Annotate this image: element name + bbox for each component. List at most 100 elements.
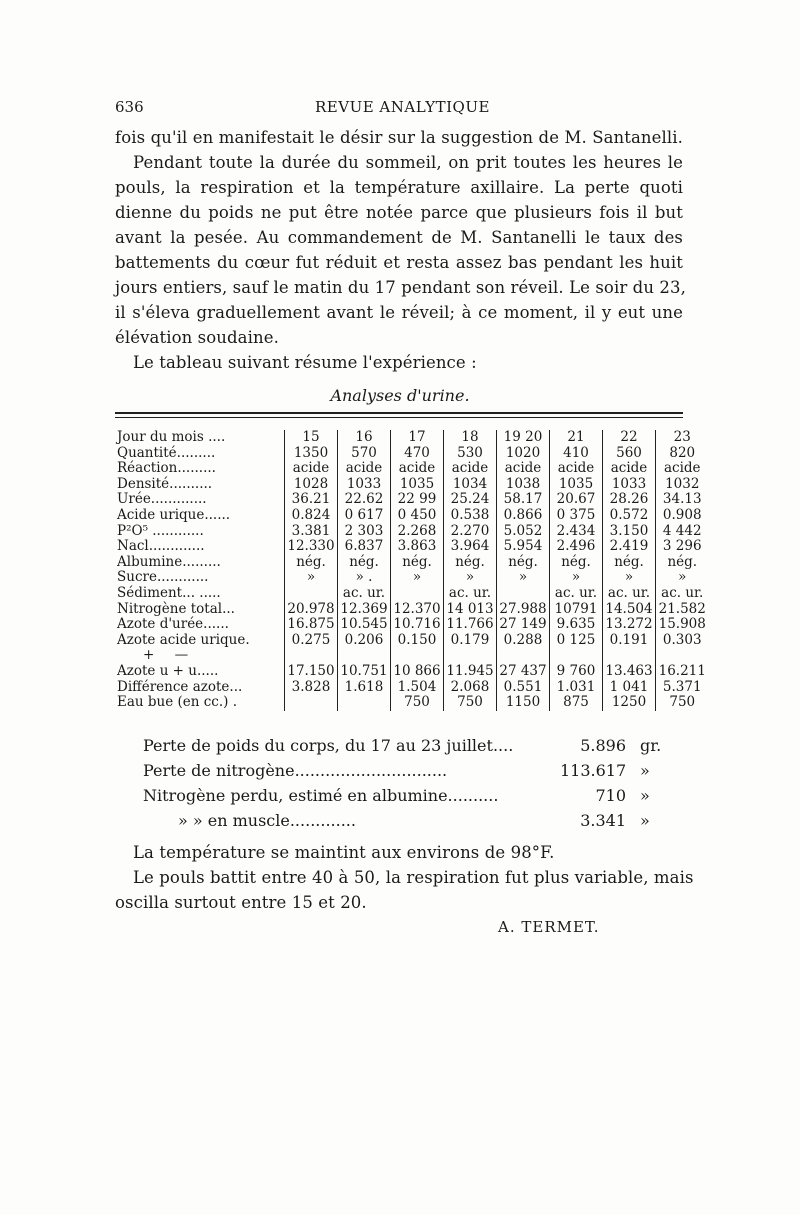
table-cell: acide [549,461,603,477]
table-cell: 0 375 [549,507,603,524]
table-cell: 2.434 [549,523,603,540]
table-cell: 58.17 [496,492,550,508]
paragraph-line: avant la pesée. Au commandement de M. Sa… [115,228,683,247]
table-cell: 0.206 [337,632,391,649]
table-cell [549,648,603,664]
table-cell [496,648,550,664]
summary-unit: » [640,786,650,805]
table-row: Densité.......... 1028 1033 1035 1034 1038 103… [115,475,709,493]
table-cell: 22 [602,429,656,446]
row-label: Albumine......... [117,553,221,570]
table-top-rule [115,412,683,414]
table-row: Azote d'urée...... 16.875 10.545 10.716 11.7… [115,617,709,633]
table-cell: 5.052 [496,523,550,540]
table-cell: 13.463 [602,663,656,680]
table-cell: 1028 [284,476,338,493]
table-row: Jour du mois .... 15 16 17 18 19 20 21 22 23 [115,429,709,446]
row-label: Azote acide urique. [117,631,250,648]
paragraph-line: pouls, la respiration et la température … [115,178,683,197]
table-cell: acide [602,461,656,477]
closing-line: Le pouls battit entre 40 à 50, la respir… [133,868,694,887]
table-cell: 20.67 [549,492,603,508]
table-row: Nacl............. 12.330 6.837 3.863 3.964 5.… [115,539,709,555]
table-row: Albumine......... nég. nég. nég. nég. nég. nég… [115,553,709,571]
table-cell: 16 [337,429,391,446]
table-cell: 10791 [549,601,603,618]
row-label: Sucre............ [117,569,209,586]
table-cell: 750 [390,694,444,711]
table-cell: 16.875 [284,617,338,633]
row-label: Densité.......... [117,475,213,492]
table-cell: 750 [443,694,497,711]
row-label: Azote d'urée...... [117,616,229,633]
table-cell: 1033 [337,476,391,493]
paragraph-line: il s'éleva graduellement avant le réveil… [115,303,683,322]
table-cell: ac. ur. [549,585,603,602]
table-cell: 530 [443,445,497,462]
table-cell: 22.62 [337,492,391,508]
table-cell: 13.272 [602,617,656,633]
table-caption: Analyses d'urine. [330,386,470,405]
table-cell: 0.908 [655,507,709,524]
table-cell: 12.370 [390,601,444,618]
table-cell: 9.635 [549,617,603,633]
table-cell: acide [496,461,550,477]
table-cell: 0.275 [284,632,338,649]
summary-unit: » [640,811,650,830]
table-cell: 0.191 [602,632,656,649]
table-cell: 0.866 [496,507,550,524]
table-cell: 15 [284,429,338,446]
table-cell: 3 296 [655,539,709,555]
table-cell: 14 013 [443,601,497,618]
row-label: Jour du mois .... [117,429,226,445]
paragraph-line: jours entiers, sauf le matin du 17 penda… [115,278,686,297]
table-cell: 16.211 [655,663,709,680]
table-cell: 0 450 [390,507,444,524]
running-title: REVUE ANALYTIQUE [315,98,490,116]
table-cell: 27 437 [496,663,550,680]
row-label: Nitrogène total... [117,600,235,617]
table-cell: 1.031 [549,679,603,696]
table-cell: » [655,570,709,586]
table-cell: 0 125 [549,632,603,649]
row-label: Différence azote... [117,678,243,695]
table-row: Réaction......... acide acide acide acide aci… [115,461,709,477]
table-cell: 1.504 [390,679,444,696]
table-cell [443,648,497,664]
table-row: Acide urique...... 0.824 0 617 0 450 0.538 0.… [115,507,709,524]
table-cell: 2.270 [443,523,497,540]
table-cell: 0.572 [602,507,656,524]
table-cell: 1.618 [337,679,391,696]
table-top-rule [115,417,683,418]
table-cell: 875 [549,694,603,711]
table-cell: ac. ur. [337,585,391,602]
table-cell: nég. [390,554,444,571]
table-cell: 1 041 [602,679,656,696]
table-cell: 10.716 [390,617,444,633]
table-cell [284,695,338,711]
table-cell: 2.419 [602,539,656,555]
table-cell: 11.945 [443,663,497,680]
table-cell: 1035 [549,476,603,493]
paragraph-line: battements du cœur fut réduit et resta a… [115,253,683,272]
table-cell: 0.288 [496,632,550,649]
table-cell: » [284,570,338,586]
table-cell: 5.954 [496,539,550,555]
table-cell: 410 [549,445,603,462]
table-cell: nég. [443,554,497,571]
table-cell: » [390,570,444,586]
table-cell: 570 [337,445,391,462]
table-cell: 0.824 [284,507,338,524]
table-cell: » [443,570,497,586]
table-cell: 23 [655,429,709,446]
summary-value: 113.617 [560,761,627,780]
closing-line: La température se maintint aux environs … [133,843,555,862]
table-cell: 27.988 [496,601,550,618]
table-cell: 21.582 [655,601,709,618]
table-cell [390,648,444,664]
table-cell: 0.303 [655,632,709,649]
table-cell: 14.504 [602,601,656,618]
table-cell [655,648,709,664]
summary-label: Nitrogène perdu, estimé en albumine.....… [143,786,499,805]
